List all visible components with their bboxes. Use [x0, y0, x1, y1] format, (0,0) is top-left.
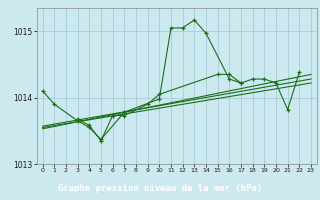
- Text: Graphe pression niveau de la mer (hPa): Graphe pression niveau de la mer (hPa): [58, 184, 262, 193]
